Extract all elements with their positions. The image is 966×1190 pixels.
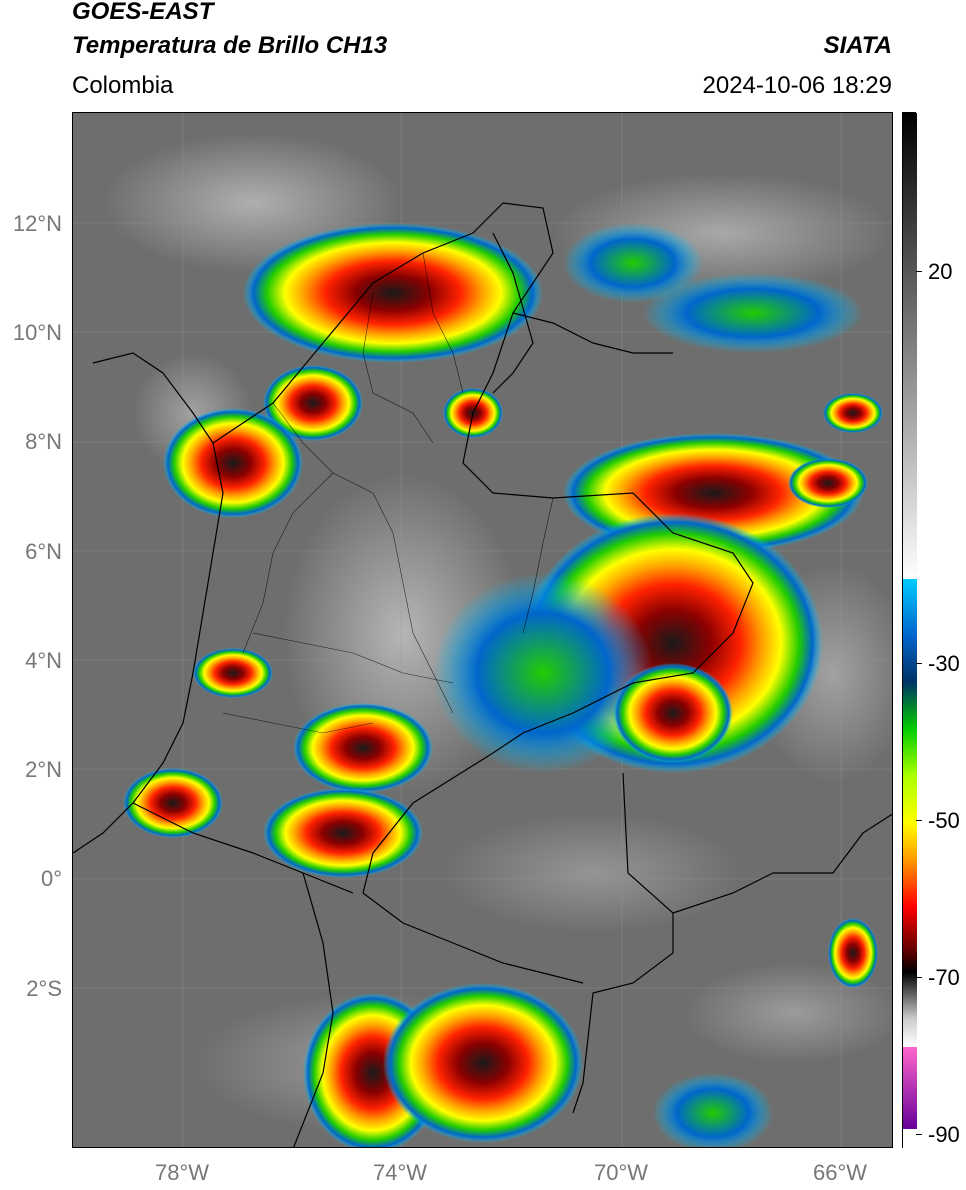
- colorbar-tick: [916, 820, 922, 821]
- colorbar-label: -30: [928, 651, 960, 676]
- colorbar-tick: [916, 271, 922, 272]
- colorbar-gradient: [903, 113, 917, 1149]
- colorbar-tick: [916, 663, 922, 664]
- colorbar: [902, 112, 917, 1149]
- lon-label: 78°W: [154, 1160, 210, 1185]
- satellite-map: [72, 112, 893, 1148]
- colorbar-label: -50: [928, 808, 960, 833]
- lat-label: 0°: [40, 866, 62, 891]
- lat-label: 12°N: [12, 211, 62, 236]
- colorbar-label: -70: [928, 965, 960, 990]
- product-title: Temperatura de Brillo CH13: [72, 32, 388, 59]
- satellite-title: GOES-EAST: [72, 0, 214, 25]
- colorbar-label: 20: [928, 259, 953, 284]
- lon-label: 66°W: [812, 1160, 868, 1185]
- lat-label: 10°N: [12, 320, 62, 345]
- organization-label: SIATA: [823, 32, 892, 59]
- colorbar-tick: [916, 977, 922, 978]
- lon-label: 74°W: [372, 1160, 428, 1185]
- colorbar-label: -90: [928, 1122, 960, 1147]
- lon-label: 70°W: [593, 1160, 649, 1185]
- lat-label: 8°N: [25, 429, 62, 454]
- lat-label: 4°N: [25, 648, 62, 673]
- colorbar-tick: [916, 1134, 922, 1135]
- region-label: Colombia: [72, 72, 174, 99]
- lat-label: 2°N: [25, 757, 62, 782]
- map-image: [73, 113, 892, 1147]
- lat-label: 2°S: [26, 976, 62, 1001]
- lat-label: 6°N: [25, 539, 62, 564]
- timestamp-label: 2024-10-06 18:29: [702, 72, 893, 99]
